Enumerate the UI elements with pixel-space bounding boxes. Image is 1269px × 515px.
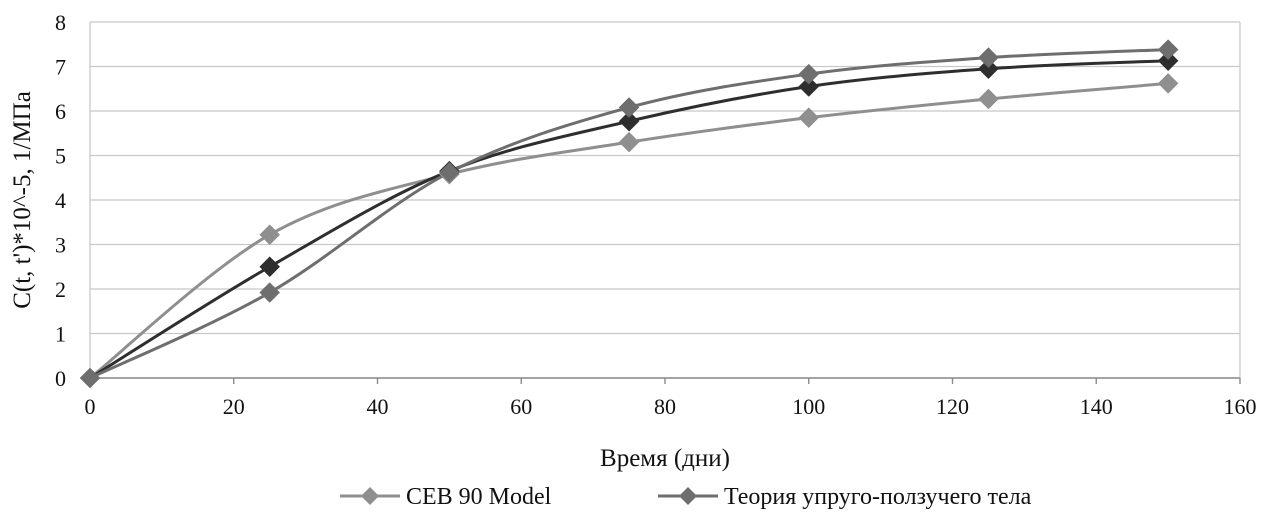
y-axis-title: C(t, t')*10^-5, 1/МПа: [9, 91, 36, 309]
y-tick-label: 8: [55, 10, 66, 35]
y-tick-label: 1: [55, 322, 66, 347]
data-point-marker: [798, 107, 820, 129]
data-point-marker: [439, 162, 460, 183]
data-point-marker: [798, 76, 820, 97]
y-tick-label: 0: [55, 366, 66, 391]
y-tick-label: 7: [55, 55, 66, 80]
x-tick-label: 140: [1080, 394, 1113, 419]
x-tick-labels: 0 20 40 60 80 100 120 140 160: [85, 394, 1257, 419]
y-tick-label: 6: [55, 99, 66, 124]
x-tick-label: 160: [1224, 394, 1257, 419]
data-point-marker: [79, 367, 101, 389]
y-tick-label: 3: [55, 233, 66, 258]
x-tick-label: 80: [654, 394, 676, 419]
data-point-marker: [1157, 50, 1179, 72]
data-point-marker: [259, 224, 281, 246]
x-axis-title: Время (дни): [600, 445, 730, 472]
gridlines: [90, 21, 1240, 379]
x-tick-label: 120: [936, 394, 969, 419]
data-point-marker: [978, 47, 999, 68]
data-point-marker: [978, 88, 999, 110]
data-point-marker: [618, 110, 640, 132]
legend-swatch-marker: [679, 487, 697, 505]
x-tick-label: 60: [510, 394, 532, 419]
axes: [89, 22, 1241, 384]
legend-item-ceb90: CEB 90 Model: [340, 484, 552, 510]
x-tick-label: 20: [223, 394, 245, 419]
legend-item-elastic-creep: Теория упруго-ползучего тела: [658, 484, 1032, 510]
data-point-marker: [978, 58, 999, 80]
y-tick-label: 4: [55, 188, 66, 213]
data-point-marker: [618, 97, 640, 118]
data-point-marker: [259, 282, 281, 303]
series-group: [79, 39, 1179, 389]
x-tick-label: 0: [85, 394, 96, 419]
y-tick-label: 2: [55, 277, 66, 302]
data-point-marker: [1157, 73, 1179, 94]
data-point-marker: [1157, 39, 1179, 60]
data-point-marker: [798, 63, 820, 85]
x-tick-label: 40: [367, 394, 389, 419]
legend-label-elastic-creep: Теория упруго-ползучего тела: [724, 484, 1032, 510]
data-point-marker: [618, 131, 640, 153]
data-point-marker: [259, 256, 281, 278]
legend-swatch-marker: [361, 487, 379, 505]
x-tick-label: 100: [792, 394, 825, 419]
legend: CEB 90 Model Теория упруго-ползучего тел…: [340, 484, 1032, 510]
legend-label-ceb90: CEB 90 Model: [406, 484, 552, 510]
y-tick-label: 5: [55, 144, 66, 169]
y-tick-labels: 0 1 2 3 4 5 6 7 8: [55, 10, 66, 391]
